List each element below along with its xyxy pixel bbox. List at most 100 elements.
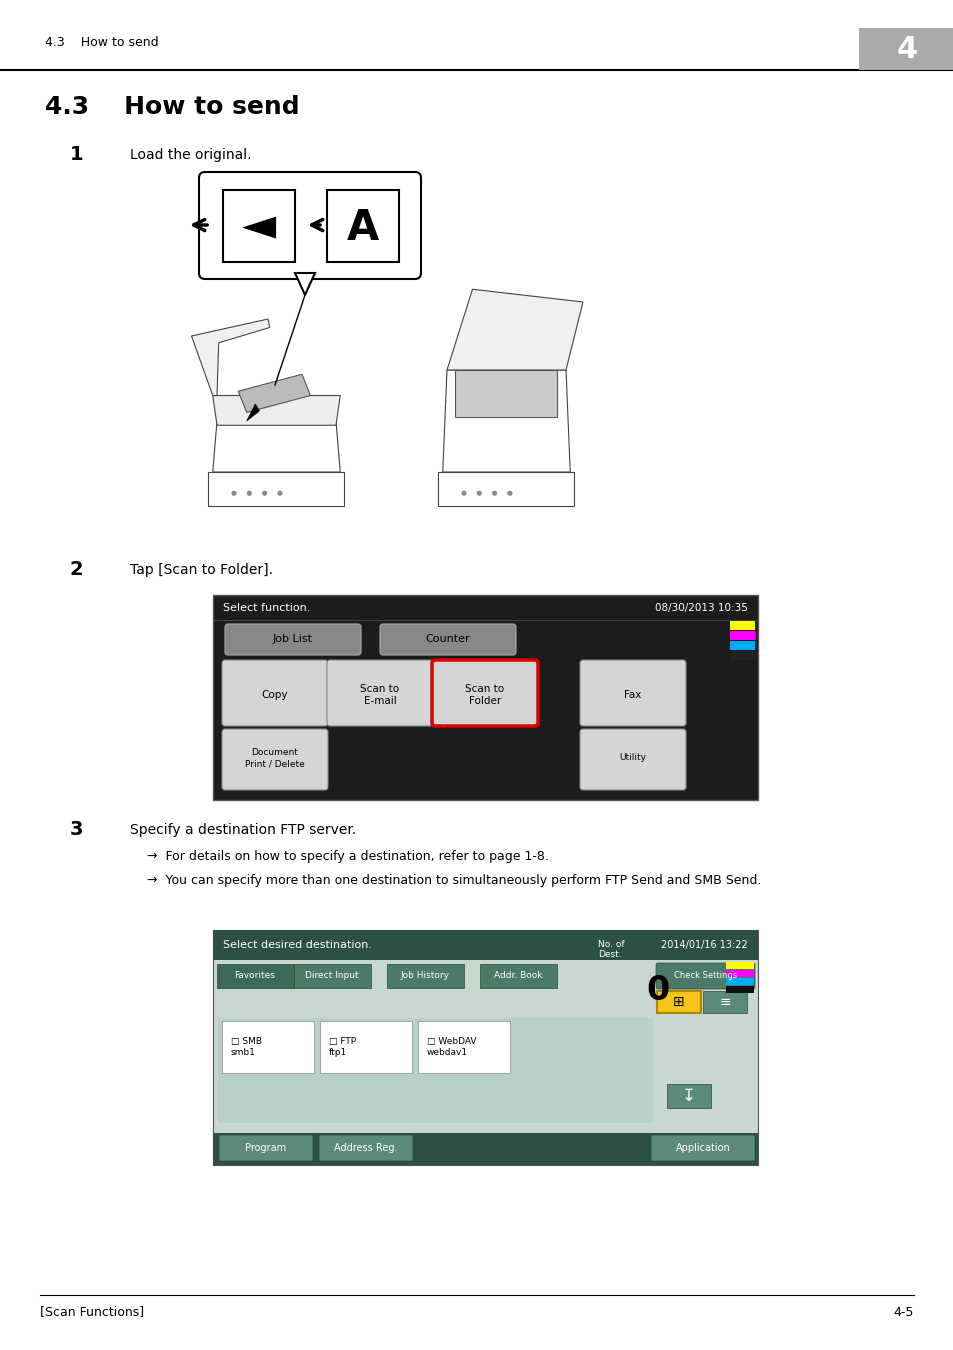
- Text: Counter: Counter: [425, 634, 470, 644]
- Text: Select function.: Select function.: [223, 603, 310, 613]
- Circle shape: [232, 490, 236, 495]
- Text: Tap [Scan to Folder].: Tap [Scan to Folder].: [130, 563, 273, 576]
- Text: →  You can specify more than one destination to simultaneously perform FTP Send : → You can specify more than one destinat…: [147, 873, 760, 887]
- Bar: [729, 641, 754, 649]
- Text: □ FTP
ftp1: □ FTP ftp1: [329, 1037, 355, 1057]
- Bar: [218, 1018, 652, 1123]
- Text: Program: Program: [245, 1143, 286, 1153]
- FancyBboxPatch shape: [225, 624, 360, 655]
- Text: ◄: ◄: [242, 204, 275, 247]
- Text: Application: Application: [675, 1143, 730, 1153]
- Text: Check Settings: Check Settings: [674, 972, 737, 980]
- Polygon shape: [442, 370, 570, 472]
- Text: Copy: Copy: [261, 690, 288, 701]
- Polygon shape: [447, 289, 582, 370]
- Bar: [223, 190, 294, 262]
- Text: Job List: Job List: [273, 634, 313, 644]
- FancyBboxPatch shape: [666, 1084, 710, 1108]
- Text: ≡: ≡: [719, 995, 730, 1008]
- FancyBboxPatch shape: [222, 729, 328, 790]
- Polygon shape: [213, 396, 340, 425]
- Text: 2: 2: [70, 560, 84, 579]
- Text: Dest.: Dest.: [598, 950, 621, 958]
- FancyBboxPatch shape: [222, 660, 328, 726]
- FancyBboxPatch shape: [219, 1135, 313, 1161]
- Text: Job History: Job History: [400, 972, 449, 980]
- Text: Direct Input: Direct Input: [305, 972, 358, 980]
- FancyBboxPatch shape: [657, 991, 700, 1012]
- Text: Select desired destination.: Select desired destination.: [223, 940, 372, 950]
- Text: [Scan Functions]: [Scan Functions]: [40, 1305, 144, 1319]
- Text: ↧: ↧: [681, 1087, 695, 1106]
- Bar: [725, 977, 753, 986]
- Polygon shape: [209, 472, 344, 506]
- FancyBboxPatch shape: [319, 1021, 412, 1073]
- Text: □ SMB
smb1: □ SMB smb1: [231, 1037, 262, 1057]
- Bar: [327, 190, 398, 262]
- Polygon shape: [294, 273, 314, 296]
- Bar: [729, 630, 754, 640]
- Text: No. of: No. of: [598, 940, 624, 949]
- Bar: [725, 986, 753, 994]
- FancyBboxPatch shape: [199, 171, 420, 279]
- Circle shape: [277, 490, 282, 495]
- Circle shape: [461, 490, 466, 495]
- FancyBboxPatch shape: [294, 964, 371, 988]
- FancyBboxPatch shape: [702, 991, 746, 1012]
- Text: Scan to
Folder: Scan to Folder: [465, 684, 504, 706]
- Text: 3: 3: [70, 819, 84, 838]
- Text: ⊞: ⊞: [673, 995, 684, 1008]
- Circle shape: [476, 490, 481, 495]
- FancyBboxPatch shape: [417, 1021, 510, 1073]
- FancyBboxPatch shape: [379, 624, 516, 655]
- Polygon shape: [238, 374, 310, 413]
- Bar: [725, 963, 753, 969]
- FancyBboxPatch shape: [216, 964, 294, 988]
- Bar: [729, 621, 754, 630]
- Text: Utility: Utility: [618, 753, 646, 763]
- Circle shape: [507, 490, 512, 495]
- Circle shape: [247, 490, 252, 495]
- Polygon shape: [247, 404, 259, 421]
- Polygon shape: [438, 472, 574, 506]
- Text: 2014/01/16 13:22: 2014/01/16 13:22: [660, 940, 747, 950]
- Bar: [725, 971, 753, 977]
- FancyBboxPatch shape: [222, 1021, 314, 1073]
- Text: →  For details on how to specify a destination, refer to page 1-8.: → For details on how to specify a destin…: [147, 850, 548, 863]
- Text: Addr. Book: Addr. Book: [494, 972, 541, 980]
- FancyBboxPatch shape: [318, 1135, 413, 1161]
- Text: Document
Print / Delete: Document Print / Delete: [245, 748, 305, 768]
- Text: Load the original.: Load the original.: [130, 148, 252, 162]
- Text: □ WebDAV
webdav1: □ WebDAV webdav1: [427, 1037, 476, 1057]
- Bar: [213, 595, 758, 801]
- Text: 08/30/2013 10:35: 08/30/2013 10:35: [655, 603, 747, 613]
- Polygon shape: [455, 370, 557, 417]
- Polygon shape: [192, 319, 270, 396]
- FancyBboxPatch shape: [479, 964, 557, 988]
- FancyBboxPatch shape: [650, 1135, 754, 1161]
- Circle shape: [262, 490, 267, 495]
- Text: 0: 0: [646, 973, 669, 1007]
- Polygon shape: [213, 421, 340, 472]
- Bar: [213, 930, 758, 1165]
- Text: A: A: [347, 207, 378, 248]
- Text: 1: 1: [70, 144, 84, 163]
- FancyBboxPatch shape: [387, 964, 463, 988]
- Text: 4-5: 4-5: [893, 1305, 913, 1319]
- Text: Address Reg.: Address Reg.: [334, 1143, 397, 1153]
- Text: Fax: Fax: [623, 690, 641, 701]
- FancyBboxPatch shape: [432, 660, 537, 726]
- Text: 4.3    How to send: 4.3 How to send: [45, 36, 158, 50]
- Bar: [729, 651, 754, 660]
- FancyBboxPatch shape: [327, 660, 433, 726]
- FancyBboxPatch shape: [579, 660, 685, 726]
- Text: Specify a destination FTP server.: Specify a destination FTP server.: [130, 824, 355, 837]
- FancyBboxPatch shape: [656, 963, 754, 990]
- Text: Scan to
E-mail: Scan to E-mail: [360, 684, 399, 706]
- FancyBboxPatch shape: [579, 729, 685, 790]
- Bar: [213, 930, 758, 960]
- Bar: [858, 28, 953, 70]
- Text: 4.3    How to send: 4.3 How to send: [45, 95, 299, 119]
- Text: 4: 4: [896, 35, 917, 63]
- Text: Favorites: Favorites: [234, 972, 275, 980]
